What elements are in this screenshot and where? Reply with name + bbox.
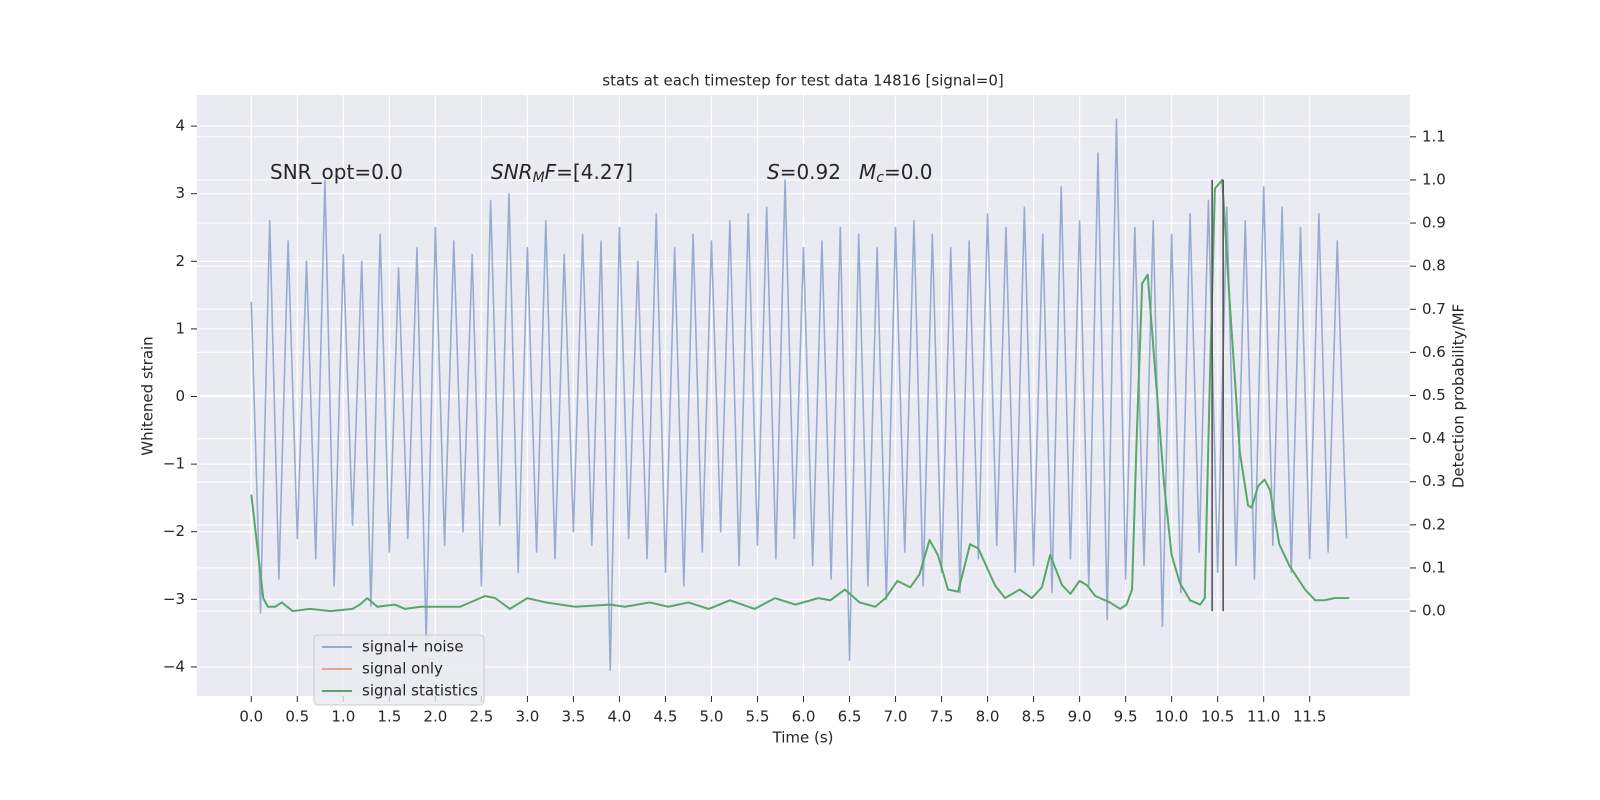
y2-tick-label: 1.0 xyxy=(1422,170,1446,188)
y2-tick-label: 1.1 xyxy=(1422,127,1446,145)
y-tick-label: 4 xyxy=(175,117,185,135)
legend-label: signal+ noise xyxy=(362,638,464,656)
x-tick-label: 5.5 xyxy=(746,708,770,726)
x-tick-label: 11.0 xyxy=(1247,708,1280,726)
annotation-part: SNR_opt=0.0 xyxy=(270,160,403,184)
y-tick-label: −1 xyxy=(163,455,185,473)
x-tick-label: 10.0 xyxy=(1155,708,1188,726)
annotation-part: c xyxy=(876,170,884,186)
y2-tick-label: 0.0 xyxy=(1422,602,1446,620)
legend-box xyxy=(313,634,485,706)
x-tick-label: 7.0 xyxy=(884,708,908,726)
y2-tick-label: 0.7 xyxy=(1422,300,1446,318)
x-tick-label: 8.0 xyxy=(976,708,1000,726)
y2-tick-label: 0.5 xyxy=(1422,386,1446,404)
x-tick-label: 11.5 xyxy=(1293,708,1326,726)
y2-tick-label: 0.3 xyxy=(1422,472,1446,490)
x-tick-label: 4.5 xyxy=(654,708,678,726)
y2-tick-label: 0.9 xyxy=(1422,214,1446,232)
series-line xyxy=(250,118,1348,672)
annotation: Mc=0.0 xyxy=(859,160,933,187)
x-tick-label: 1.0 xyxy=(331,708,355,726)
y-tick-label: −2 xyxy=(163,522,185,540)
annotation-part: =[4.27] xyxy=(556,160,633,184)
x-axis-label: Time (s) xyxy=(772,729,834,747)
y2-tick-label: 0.6 xyxy=(1422,343,1446,361)
annotation: SNRMF=[4.27] xyxy=(491,160,633,187)
y-tick-label: 1 xyxy=(175,319,185,337)
y-axis-label: Whitened strain xyxy=(139,336,157,455)
x-tick-label: 10.5 xyxy=(1201,708,1234,726)
annotation: S=0.92 xyxy=(767,160,841,184)
chart-title: stats at each timestep for test data 148… xyxy=(602,72,1003,90)
x-tick-label: 1.5 xyxy=(377,708,401,726)
y2-tick-label: 0.2 xyxy=(1422,515,1446,533)
x-tick-label: 6.5 xyxy=(838,708,862,726)
series-line xyxy=(250,178,1350,613)
x-tick-label: 6.0 xyxy=(792,708,816,726)
x-tick-label: 9.0 xyxy=(1068,708,1092,726)
x-tick-label: 0.0 xyxy=(239,708,263,726)
x-tick-label: 7.5 xyxy=(930,708,954,726)
annotation-part: F xyxy=(545,160,557,184)
y-tick-label: −3 xyxy=(163,590,185,608)
y-tick-label: 3 xyxy=(175,184,185,202)
y-tick-label: 0 xyxy=(175,387,185,405)
x-tick-label: 0.5 xyxy=(285,708,309,726)
x-tick-label: 3.0 xyxy=(515,708,539,726)
y2-tick-label: 0.8 xyxy=(1422,257,1446,275)
legend-label: signal only xyxy=(362,660,443,678)
y-tick-label: 2 xyxy=(175,252,185,270)
x-tick-label: 5.0 xyxy=(700,708,724,726)
annotation-part: M xyxy=(859,160,876,184)
annotation-part: SNR xyxy=(491,160,533,184)
y2-tick-label: 0.1 xyxy=(1422,558,1446,576)
y2-axis-label: Detection probability/MF xyxy=(1450,304,1468,488)
x-tick-label: 2.0 xyxy=(423,708,447,726)
annotation-part: =0.92 xyxy=(780,160,841,184)
annotation: SNR_opt=0.0 xyxy=(270,160,403,184)
x-tick-label: 3.5 xyxy=(561,708,585,726)
x-tick-label: 2.5 xyxy=(469,708,493,726)
annotation-part: =0.0 xyxy=(884,160,933,184)
x-tick-label: 4.0 xyxy=(608,708,632,726)
annotation-part: M xyxy=(533,170,545,186)
x-tick-label: 9.5 xyxy=(1114,708,1138,726)
annotation-part: S xyxy=(767,160,780,184)
legend-label: signal statistics xyxy=(362,682,478,700)
x-tick-label: 8.5 xyxy=(1022,708,1046,726)
y2-tick-label: 0.4 xyxy=(1422,429,1446,447)
y-tick-label: −4 xyxy=(163,657,185,675)
